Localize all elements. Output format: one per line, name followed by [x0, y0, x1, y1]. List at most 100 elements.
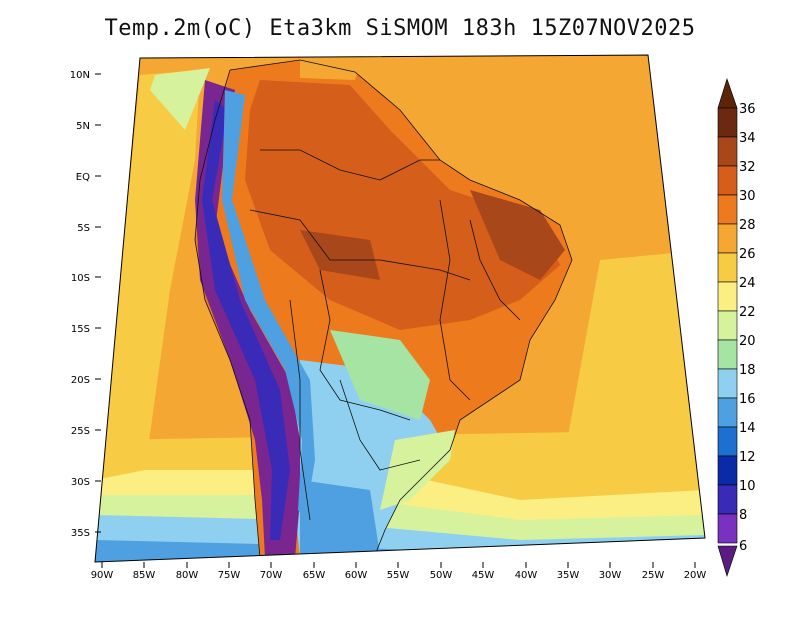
colorbar-box	[717, 368, 738, 399]
colorbar-max-triangle	[717, 78, 738, 109]
lon-tick: 25W	[642, 562, 665, 581]
colorbar-label: 34	[739, 131, 756, 146]
colorbar: 36 34 32 30 28 26 24 22 20 18 16 14 12 1…	[717, 78, 756, 577]
colorbar-box	[717, 281, 738, 312]
interior-border-5	[339, 379, 421, 471]
lon-tick: 80W	[176, 562, 198, 581]
lon-label: 25W	[642, 570, 665, 581]
lon-tick: 40W	[515, 562, 538, 581]
lon-label: 90W	[91, 570, 114, 581]
lon-label: 30W	[599, 570, 622, 581]
colorbar-box	[717, 484, 738, 515]
colorbar-min-triangle	[717, 545, 738, 577]
colorbar-label: 26	[739, 247, 756, 262]
colorbar-label: 24	[739, 276, 756, 291]
colorbar-box	[717, 107, 738, 138]
colorbar-label: 12	[739, 450, 756, 465]
lon-label: 40W	[515, 570, 538, 581]
andes-high-cold	[202, 100, 290, 540]
lat-label: 5S	[77, 223, 90, 234]
colorbar-box	[717, 252, 738, 283]
colorbar-label: 20	[739, 334, 756, 349]
lon-tick: 70W	[260, 562, 282, 581]
colorbar-box	[717, 455, 738, 486]
colorbar-label: 8	[739, 508, 747, 523]
lon-tick: 85W	[133, 562, 156, 581]
interior-border-4	[469, 219, 521, 321]
colorbar-labels: 36 34 32 30 28 26 24 22 20 18 16 14 12 1…	[739, 102, 756, 554]
colorbar-box	[717, 194, 738, 225]
lat-label: 10N	[70, 70, 90, 81]
colorbar-label: 28	[739, 218, 756, 233]
colorbar-label: 6	[739, 539, 747, 554]
map-domain	[95, 55, 705, 562]
lat-tick: 5S	[77, 223, 101, 234]
colorbar-label: 32	[739, 160, 756, 175]
colorbar-box	[717, 310, 738, 341]
lon-tick: 60W	[345, 562, 368, 581]
lat-label: 15S	[71, 324, 90, 335]
caribbean-coast	[300, 60, 360, 80]
lat-tick: 5N	[76, 121, 101, 132]
interior-border-2	[319, 269, 411, 421]
colorbar-box	[717, 397, 738, 428]
atlantic-coastline	[229, 59, 573, 556]
lat-label: 20S	[71, 375, 90, 386]
lon-tick: 35W	[557, 562, 580, 581]
lat-tick: 10S	[71, 273, 101, 284]
central-hottest	[300, 230, 380, 280]
colorbar-boxes	[717, 107, 738, 544]
colorbar-box	[717, 165, 738, 196]
lon-tick: 45W	[472, 562, 495, 581]
colorbar-box	[717, 339, 738, 370]
amazon-northern-border	[260, 149, 440, 181]
lon-label: 85W	[133, 570, 156, 581]
lon-label: 20W	[684, 570, 707, 581]
lat-label: 5N	[76, 121, 90, 132]
lon-tick: 55W	[387, 562, 410, 581]
lat-tick: 30S	[71, 477, 101, 488]
lon-tick: 30W	[599, 562, 622, 581]
lon-tick: 75W	[218, 562, 241, 581]
colorbar-label: 10	[739, 479, 756, 494]
lon-tick: 50W	[430, 562, 453, 581]
lat-label: 10S	[71, 273, 90, 284]
lat-tick: 35S	[71, 528, 101, 539]
colorbar-box	[717, 136, 738, 167]
lon-label: 35W	[557, 570, 580, 581]
pacific-coastline	[194, 69, 261, 559]
colorbar-box	[717, 513, 738, 544]
lat-label: EQ	[76, 172, 90, 183]
northeast-hottest	[470, 190, 565, 280]
andes-border	[289, 299, 311, 521]
interior-border-1	[249, 209, 471, 281]
colorbar-label: 36	[739, 102, 756, 117]
lat-label: 35S	[71, 528, 90, 539]
latitude-axis: 10N 5N EQ 5S 10S 15S 20S 25S 30S 35S	[70, 70, 101, 539]
colorbar-label: 14	[739, 421, 756, 436]
lon-label: 65W	[303, 570, 326, 581]
andes-slopes	[222, 90, 315, 520]
patagonia-cold	[300, 480, 380, 558]
lat-label: 30S	[71, 477, 90, 488]
lon-label: 45W	[472, 570, 495, 581]
longitude-axis: 90W 85W 80W 75W 70W 65W 60W 55W 50W 45W …	[91, 562, 707, 581]
uruguay-area	[380, 430, 455, 510]
lat-label: 25S	[71, 426, 90, 437]
colorbar-label: 22	[739, 305, 756, 320]
central-america-cool	[150, 68, 210, 130]
lon-label: 60W	[345, 570, 368, 581]
lon-tick: 20W	[684, 562, 707, 581]
domain-outline	[94, 54, 706, 563]
lon-label: 50W	[430, 570, 453, 581]
lon-label: 55W	[387, 570, 410, 581]
colorbar-box	[717, 426, 738, 457]
ocean-east-area	[560, 250, 705, 480]
lat-tick: EQ	[76, 172, 101, 183]
lon-label: 75W	[218, 570, 241, 581]
lat-tick: 20S	[71, 375, 101, 386]
country-borders	[194, 59, 573, 559]
pacific-cool-area	[95, 70, 200, 480]
colorbar-box	[717, 223, 738, 254]
